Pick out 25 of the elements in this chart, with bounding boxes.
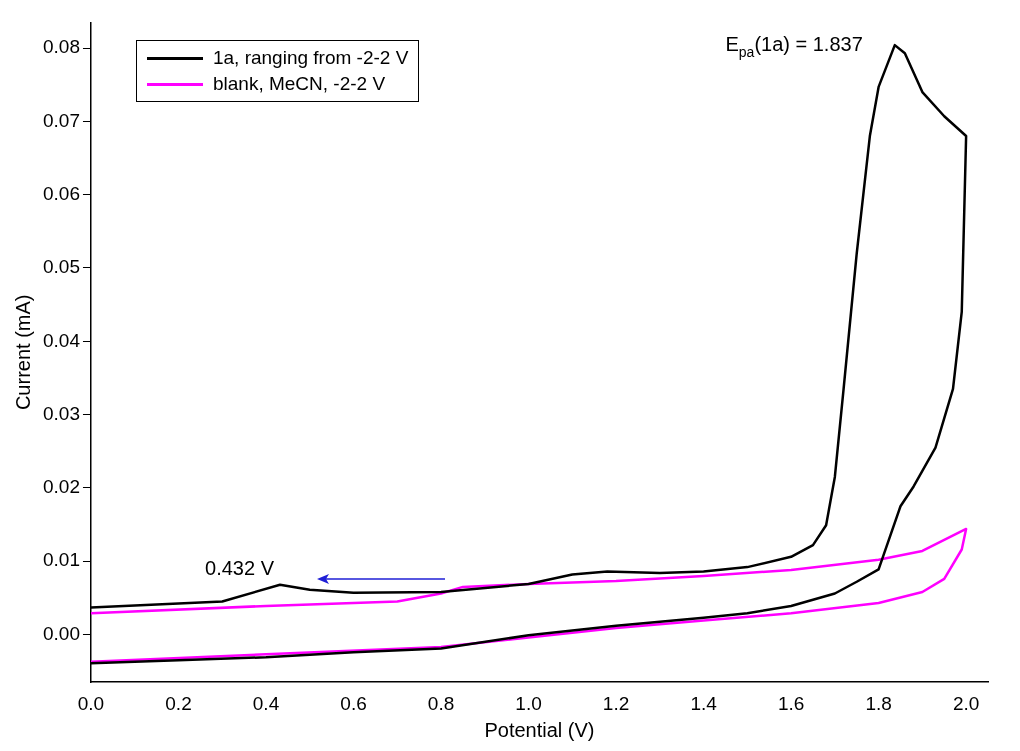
x-tick-label: 0.6 (340, 692, 367, 714)
x-tick-label: 1.0 (515, 692, 542, 714)
x-axis-title: Potential (V) (484, 718, 595, 741)
x-tick-label: 1.6 (777, 692, 805, 714)
y-tick-label: 0.03 (43, 402, 80, 424)
x-tick-label: 0.8 (427, 692, 455, 714)
y-tick-label: 0.04 (43, 329, 81, 351)
y-tick-label: 0.08 (43, 36, 80, 58)
y-tick-label: 0.07 (43, 109, 80, 131)
y-tick-label: 0.00 (43, 622, 80, 644)
legend-label: blank, MeCN, -2-2 V (212, 72, 386, 97)
y-tick-label: 0.06 (43, 182, 80, 204)
y-tick-label: 0.01 (43, 549, 80, 571)
x-tick-label: 1.4 (690, 692, 718, 714)
x-tick-label: 0.4 (252, 692, 280, 714)
x-tick-label: 2.0 (952, 692, 980, 714)
y-tick-label: 0.05 (43, 256, 80, 278)
x-tick-label: 1.8 (865, 692, 892, 714)
x-tick-label: 1.2 (602, 692, 630, 714)
annotation: 0.432 V (205, 556, 275, 579)
x-tick-label: 0.0 (77, 692, 105, 714)
x-tick-label: 0.2 (165, 692, 192, 714)
y-axis-title: Current (mA) (11, 294, 34, 411)
legend-label: 1a, ranging from -2-2 V (212, 46, 409, 71)
y-tick-label: 0.02 (43, 476, 80, 498)
